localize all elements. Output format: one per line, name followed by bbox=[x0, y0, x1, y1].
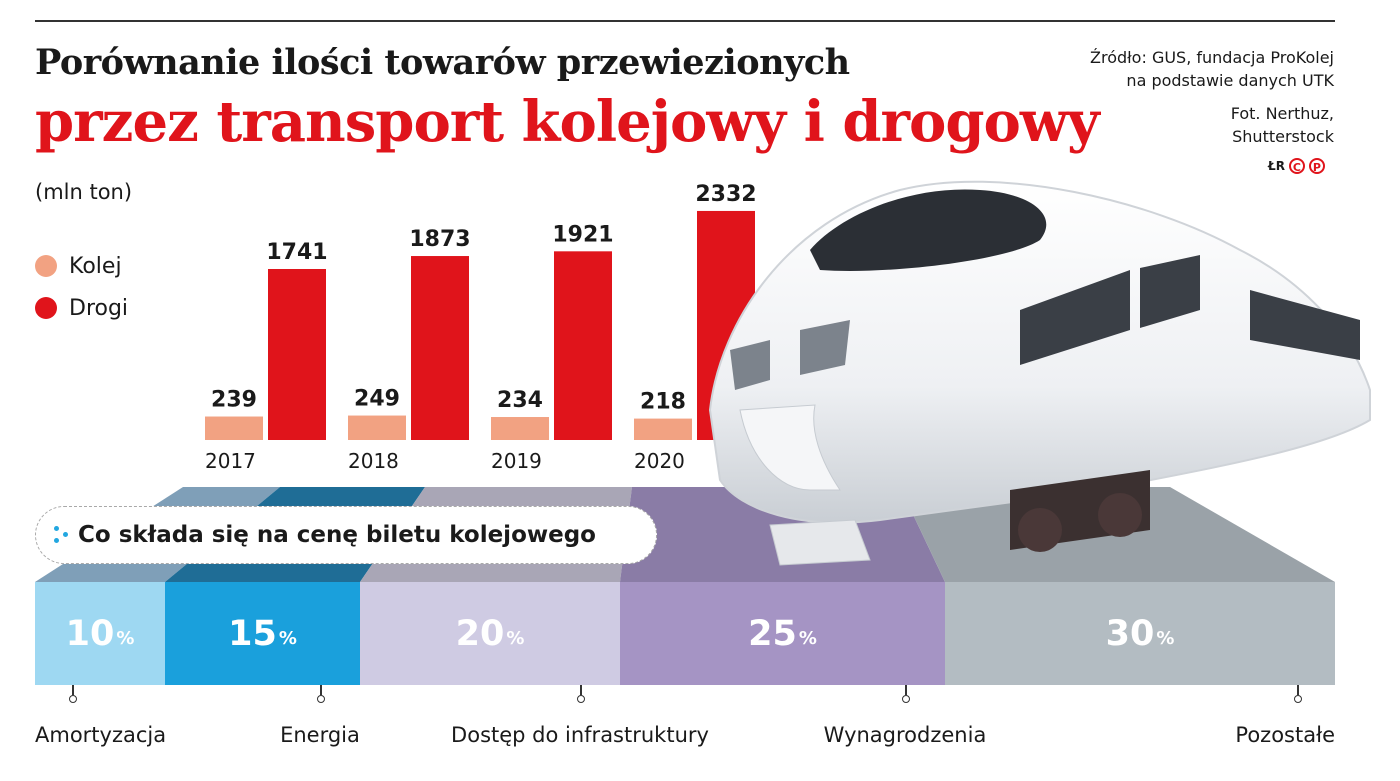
legend-label-kolej: Kolej bbox=[69, 253, 122, 279]
segment-value-1: 15 bbox=[228, 613, 277, 654]
bar-kolej-2018 bbox=[348, 415, 406, 440]
bar-label-drogi-2020: 2332 bbox=[695, 182, 756, 207]
bar-kolej-2019 bbox=[491, 417, 549, 440]
legend-item-kolej: Kolej bbox=[35, 245, 128, 287]
photo-credit-2: Shutterstock bbox=[1232, 127, 1334, 146]
segment-3: 25% bbox=[620, 582, 945, 685]
legend: Kolej Drogi bbox=[35, 245, 128, 329]
ticket-price-title: Co składa się na cenę biletu kolejowego bbox=[78, 522, 596, 548]
x-tick-2018: 2018 bbox=[348, 449, 399, 473]
segment-4: 30% bbox=[945, 582, 1335, 685]
dots-icon bbox=[54, 524, 70, 546]
segment-unit-0: % bbox=[116, 628, 135, 649]
segment-label-1: Energia bbox=[280, 723, 360, 747]
segment-value-3: 25 bbox=[748, 613, 797, 654]
tick-3 bbox=[902, 685, 910, 703]
top-rule bbox=[35, 20, 1335, 22]
segment-unit-2: % bbox=[506, 628, 525, 649]
segment-label-3: Wynagrodzenia bbox=[823, 723, 987, 747]
author-initials: ŁR bbox=[1268, 159, 1285, 173]
c-circle-icon: C bbox=[1288, 158, 1305, 174]
tick-4 bbox=[1294, 685, 1302, 703]
segment-label-4: Pozostałe bbox=[1235, 723, 1335, 747]
bar-label-kolej-2020: 218 bbox=[640, 390, 686, 415]
bar-label-kolej-2019: 234 bbox=[497, 388, 543, 413]
x-tick-2019: 2019 bbox=[491, 449, 542, 473]
segment-1: 15% bbox=[165, 582, 360, 685]
segment-unit-4: % bbox=[1156, 628, 1175, 649]
bar-kolej-2017 bbox=[205, 416, 263, 440]
segment-value-2: 20 bbox=[455, 613, 505, 654]
segment-value-0: 10 bbox=[65, 613, 115, 654]
legend-swatch-drogi bbox=[35, 297, 57, 319]
tick-0 bbox=[69, 685, 77, 703]
copyright-badge: ŁR C P bbox=[1268, 158, 1325, 174]
segment-value-4: 30 bbox=[1105, 613, 1155, 654]
photo-credit-1: Fot. Nerthuz, bbox=[1230, 104, 1334, 123]
bar-drogi-2017 bbox=[268, 269, 326, 440]
bar-label-drogi-2018: 1873 bbox=[409, 227, 470, 252]
bar-label-drogi-2017: 1741 bbox=[266, 240, 327, 265]
bar-drogi-2018 bbox=[411, 256, 469, 440]
bar-label-drogi-2019: 1921 bbox=[552, 222, 613, 247]
source-line-1: Źródło: GUS, fundacja ProKolej bbox=[1090, 48, 1334, 67]
bar-drogi-2019 bbox=[554, 251, 612, 440]
segment-label-0: Amortyzacja bbox=[35, 723, 167, 747]
segment-unit-1: % bbox=[278, 628, 297, 649]
tick-1 bbox=[317, 685, 325, 703]
x-tick-2020: 2020 bbox=[634, 449, 685, 473]
segment-label-2: Dostęp do infrastruktury bbox=[451, 723, 709, 747]
source-block: Źródło: GUS, fundacja ProKolej na podsta… bbox=[1090, 46, 1334, 148]
bar-kolej-2020 bbox=[634, 418, 692, 440]
legend-label-drogi: Drogi bbox=[69, 295, 129, 321]
legend-swatch-kolej bbox=[35, 255, 57, 277]
segment-unit-3: % bbox=[798, 628, 817, 649]
tick-2 bbox=[577, 685, 585, 703]
train-illustration bbox=[708, 180, 1371, 566]
ticket-price-title-pill: Co składa się na cenę biletu kolejowego bbox=[35, 506, 657, 564]
segment-0: 10% bbox=[35, 582, 165, 685]
p-circle-icon: P bbox=[1308, 158, 1325, 174]
source-line-2: na podstawie danych UTK bbox=[1126, 71, 1334, 90]
title-line-2: przez transport kolejowy i drogowy bbox=[35, 89, 1100, 155]
x-tick-2017: 2017 bbox=[205, 449, 256, 473]
bar-label-kolej-2018: 249 bbox=[354, 387, 400, 412]
y-unit-label: (mln ton) bbox=[35, 180, 133, 204]
segment-2: 20% bbox=[360, 582, 620, 685]
legend-item-drogi: Drogi bbox=[35, 287, 128, 329]
bar-label-kolej-2017: 239 bbox=[211, 388, 257, 413]
title-line-1: Porównanie ilości towarów przewiezionych bbox=[35, 42, 850, 83]
